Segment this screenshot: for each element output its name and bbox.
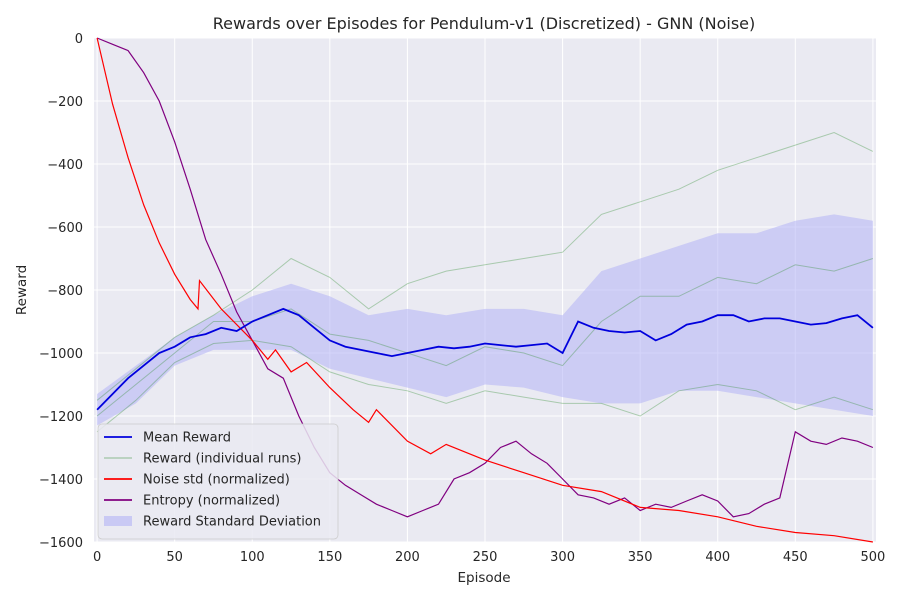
x-tick-label: 200 (395, 550, 420, 565)
y-axis-label: Reward (14, 265, 30, 315)
y-tick-labels: 0 −200 −400 −600 −800 −1000 −1200 −1400 −1600 (39, 32, 83, 551)
x-tick-label: 50 (166, 550, 183, 565)
x-tick-label: 150 (317, 550, 342, 565)
entropy-line (96, 37, 874, 518)
x-tick-label: 250 (473, 550, 498, 565)
legend-label: Noise std (normalized) (143, 473, 290, 488)
y-tick-label: 0 (75, 32, 83, 47)
y-tick-label: −1200 (39, 410, 83, 425)
legend-box (97, 423, 339, 540)
legend: Mean Reward Reward (individual runs) Noise… (97, 423, 339, 540)
y-tick-label: −1400 (39, 473, 83, 488)
legend-label: Reward (individual runs) (143, 452, 302, 467)
x-axis-label: Episode (457, 570, 510, 586)
noise-line (96, 37, 873, 543)
individual-run-line (96, 339, 874, 433)
x-tick-label: 400 (705, 550, 730, 565)
legend-label: Entropy (normalized) (143, 494, 280, 509)
individual-run-line (96, 131, 874, 401)
x-tick-label: 0 (93, 550, 101, 565)
x-tick-label: 350 (628, 550, 653, 565)
y-tick-label: −800 (47, 284, 83, 299)
chart-marks (96, 37, 874, 543)
y-tick-label: −600 (47, 221, 83, 236)
x-tick-labels: 0 50 100 150 200 250 300 350 400 450 500 (93, 550, 885, 565)
std-band (97, 214, 873, 426)
y-tick-label: −400 (47, 158, 83, 173)
legend-label: Reward Standard Deviation (143, 515, 321, 530)
y-tick-label: −200 (47, 95, 83, 110)
individual-run-line (96, 258, 874, 417)
mean-line (96, 307, 874, 411)
x-tick-label: 450 (783, 550, 808, 565)
x-tick-label: 100 (240, 550, 265, 565)
x-tick-label: 500 (860, 550, 885, 565)
y-tick-label: −1000 (39, 347, 83, 362)
y-tick-label: −1600 (39, 536, 83, 551)
legend-swatch-patch (104, 516, 132, 526)
legend-label: Mean Reward (143, 431, 231, 446)
x-tick-label: 300 (550, 550, 575, 565)
chart-title: Rewards over Episodes for Pendulum-v1 (D… (213, 14, 756, 33)
